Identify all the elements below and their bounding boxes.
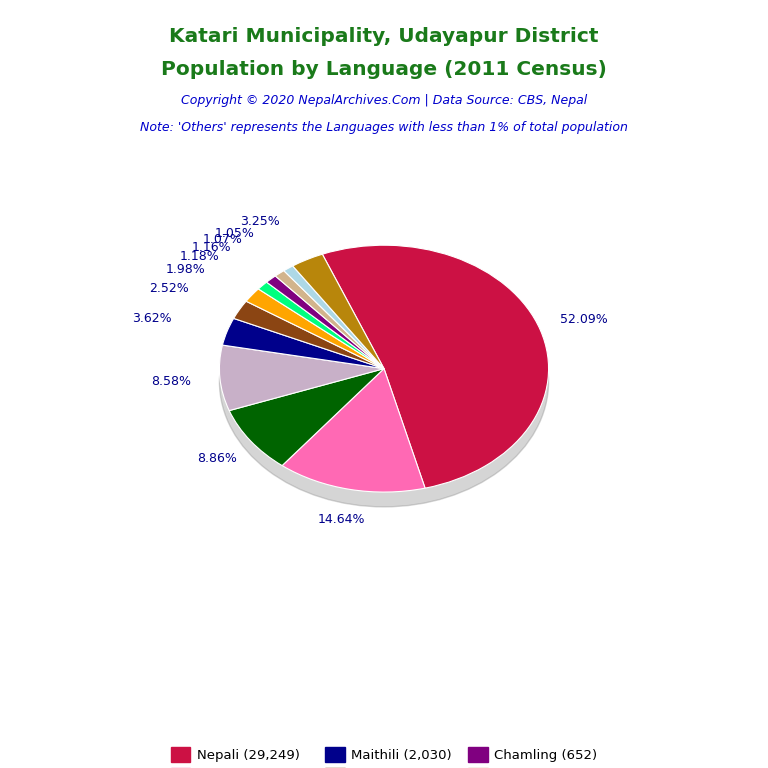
Wedge shape <box>323 245 548 488</box>
Wedge shape <box>293 254 384 369</box>
Wedge shape <box>229 369 384 465</box>
Text: 8.86%: 8.86% <box>197 452 237 465</box>
Text: 1.98%: 1.98% <box>166 263 206 276</box>
Text: 3.25%: 3.25% <box>240 215 280 228</box>
Wedge shape <box>220 345 384 411</box>
Wedge shape <box>233 301 384 369</box>
Text: 1.05%: 1.05% <box>215 227 255 240</box>
Text: 3.62%: 3.62% <box>133 312 172 325</box>
Ellipse shape <box>220 257 548 507</box>
Wedge shape <box>223 319 384 369</box>
Text: 1.07%: 1.07% <box>203 233 243 247</box>
Wedge shape <box>246 289 384 369</box>
Legend: Nepali (29,249), Magar (8,220), Tamang (4,972), Danuwar (4,815), Maithili (2,030: Nepali (29,249), Magar (8,220), Tamang (… <box>164 740 604 768</box>
Text: Copyright © 2020 NepalArchives.Com | Data Source: CBS, Nepal: Copyright © 2020 NepalArchives.Com | Dat… <box>181 94 587 107</box>
Text: Katari Municipality, Udayapur District: Katari Municipality, Udayapur District <box>169 27 599 46</box>
Wedge shape <box>284 266 384 369</box>
Text: 2.52%: 2.52% <box>149 283 189 296</box>
Wedge shape <box>258 282 384 369</box>
Text: 8.58%: 8.58% <box>151 375 190 388</box>
Wedge shape <box>282 369 425 492</box>
Wedge shape <box>266 276 384 369</box>
Text: 1.16%: 1.16% <box>192 241 231 254</box>
Text: Note: 'Others' represents the Languages with less than 1% of total population: Note: 'Others' represents the Languages … <box>140 121 628 134</box>
Text: 52.09%: 52.09% <box>560 313 608 326</box>
Wedge shape <box>275 270 384 369</box>
Text: Population by Language (2011 Census): Population by Language (2011 Census) <box>161 60 607 79</box>
Text: 1.18%: 1.18% <box>180 250 220 263</box>
Text: 14.64%: 14.64% <box>318 513 366 526</box>
